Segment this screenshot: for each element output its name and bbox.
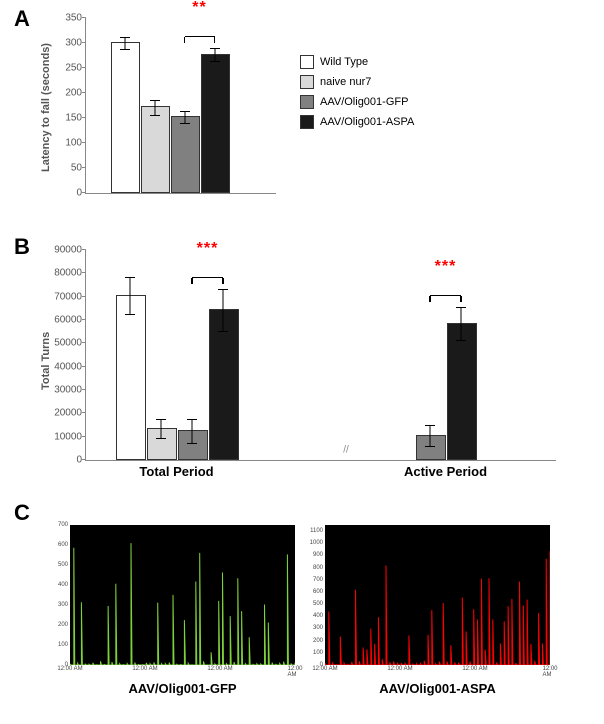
legend-swatch	[300, 95, 314, 109]
ytick-label: 300	[65, 38, 86, 49]
activity-ytick: 700	[58, 522, 70, 528]
activity-ytick: 400	[313, 613, 325, 619]
activity-xtick: 12:00 AM	[132, 666, 157, 672]
legend-item: Wild Type	[300, 55, 414, 69]
activity-ytick: 1100	[310, 528, 325, 534]
bar	[147, 428, 177, 460]
ytick-label: 100	[65, 138, 86, 149]
activity-ytick: 300	[58, 602, 70, 608]
activity-ytick: 200	[58, 622, 70, 628]
ytick-label: 70000	[54, 291, 86, 302]
activity-trace	[70, 525, 295, 665]
activity-xtick: 12:00 AM	[387, 666, 412, 672]
significance-bracket	[185, 36, 215, 37]
legend-item: AAV/Olig001-GFP	[300, 95, 414, 109]
activity-ytick: 1000	[310, 540, 325, 546]
activity-title: AAV/Olig001-GFP	[128, 681, 236, 696]
legend-label: Wild Type	[320, 56, 368, 68]
ytick-label: 20000	[54, 408, 86, 419]
legend-label: AAV/Olig001-GFP	[320, 96, 408, 108]
x-category-label: Active Period	[404, 460, 487, 479]
ytick-label: 200	[65, 88, 86, 99]
activity-ytick: 800	[313, 565, 325, 571]
panel-a-label: A	[14, 6, 30, 32]
ytick-label: 50000	[54, 338, 86, 349]
x-category-label: Total Period	[139, 460, 213, 479]
activity-ytick: 400	[58, 582, 70, 588]
legend-swatch	[300, 55, 314, 69]
panel-a-ylabel: Latency to fall (seconds)	[40, 43, 52, 172]
axis-break: //	[343, 445, 349, 456]
bar	[201, 54, 230, 194]
panel-b-chart: 0100002000030000400005000060000700008000…	[85, 250, 556, 461]
activity-xtick: 12:00 AM	[57, 666, 82, 672]
activity-xtick: 12:00 AM	[287, 666, 302, 678]
ytick-label: 0	[76, 455, 86, 466]
legend-label: AAV/Olig001-ASPA	[320, 116, 414, 128]
ytick-label: 250	[65, 63, 86, 74]
activity-xtick: 12:00 AM	[462, 666, 487, 672]
ytick-label: 30000	[54, 385, 86, 396]
bar	[447, 323, 477, 460]
bar	[416, 435, 446, 460]
bar	[116, 295, 146, 460]
panel-a-chart: 050100150200250300350**	[85, 18, 276, 194]
significance-bracket	[430, 295, 461, 296]
activity-ytick: 500	[58, 562, 70, 568]
activity-panel-aspa: 01002003004005006007008009001000110012:0…	[325, 525, 550, 665]
activity-ytick: 700	[313, 577, 325, 583]
panel-b-label: B	[14, 234, 30, 260]
activity-ytick: 200	[313, 638, 325, 644]
ytick-label: 10000	[54, 431, 86, 442]
ytick-label: 90000	[54, 245, 86, 256]
ytick-label: 50	[71, 163, 86, 174]
activity-ytick: 300	[313, 625, 325, 631]
legend-swatch	[300, 115, 314, 129]
activity-trace	[325, 525, 550, 665]
panel-b-ylabel: Total Turns	[40, 332, 52, 390]
activity-xtick: 12:00 AM	[312, 666, 337, 672]
activity-xtick: 12:00 AM	[542, 666, 557, 678]
activity-ytick: 600	[58, 542, 70, 548]
activity-xtick: 12:00 AM	[207, 666, 232, 672]
bar	[171, 116, 200, 193]
activity-ytick: 100	[313, 650, 325, 656]
panel-a-legend: Wild Type naive nur7 AAV/Olig001-GFP AAV/Ol…	[300, 55, 414, 135]
ytick-label: 150	[65, 113, 86, 124]
activity-ytick: 900	[313, 552, 325, 558]
activity-ytick: 100	[58, 642, 70, 648]
ytick-label: 350	[65, 13, 86, 24]
legend-item: naive nur7	[300, 75, 414, 89]
ytick-label: 60000	[54, 315, 86, 326]
bar	[178, 430, 208, 460]
legend-swatch	[300, 75, 314, 89]
legend-item: AAV/Olig001-ASPA	[300, 115, 414, 129]
activity-panel-gfp: 010020030040050060070012:00 AM12:00 AM12…	[70, 525, 295, 665]
activity-title: AAV/Olig001-ASPA	[379, 681, 496, 696]
activity-ytick: 600	[313, 589, 325, 595]
activity-ytick: 500	[313, 601, 325, 607]
ytick-label: 80000	[54, 268, 86, 279]
ytick-label: 0	[76, 188, 86, 199]
significance-stars: **	[192, 0, 206, 17]
legend-label: naive nur7	[320, 76, 371, 88]
significance-bracket	[192, 277, 223, 278]
panel-c-label: C	[14, 500, 30, 526]
significance-stars: ***	[197, 240, 219, 258]
ytick-label: 40000	[54, 361, 86, 372]
bar	[111, 42, 140, 193]
significance-stars: ***	[435, 258, 457, 276]
bar	[141, 106, 170, 193]
